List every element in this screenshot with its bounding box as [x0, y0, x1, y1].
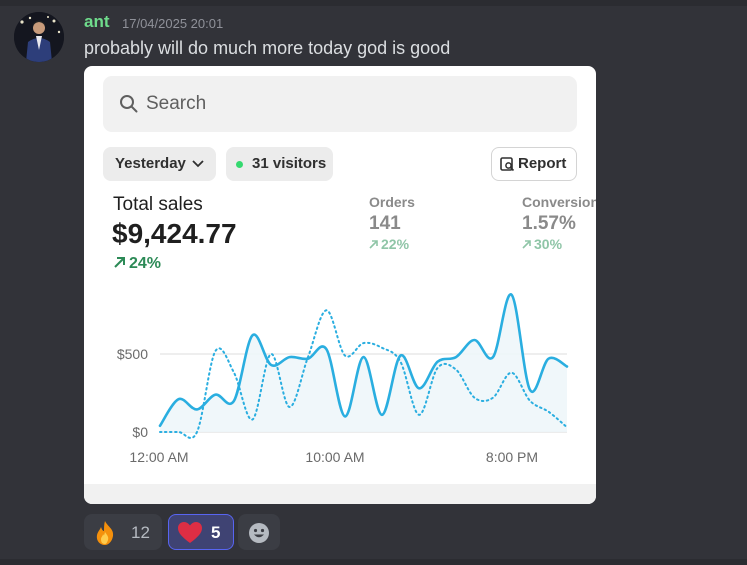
message-author[interactable]: ant: [84, 12, 110, 31]
add-reaction-button[interactable]: [238, 514, 280, 550]
report-button: Report: [491, 147, 577, 181]
series-area: [160, 294, 567, 432]
y-tick-label: $0: [132, 424, 148, 440]
total-sales-change: 24%: [113, 255, 161, 273]
smiley-icon: [249, 523, 269, 543]
visitors-badge: 31 visitors: [226, 147, 333, 181]
orders-value: 141: [369, 213, 401, 234]
red-heart-icon: [178, 522, 202, 543]
orders-change: 22%: [369, 236, 409, 252]
series-line-comparison: [159, 309, 568, 439]
image-attachment[interactable]: Search Yesterday 31 visitors Report Tota…: [84, 66, 596, 504]
series-line-current: [158, 293, 569, 428]
search-icon: [120, 95, 138, 113]
conversion-change: 30%: [522, 236, 562, 252]
arrow-up-right-icon: [522, 240, 531, 249]
live-dot: [236, 161, 243, 168]
report-icon: [500, 157, 515, 172]
conversion-change-value: 30%: [534, 236, 563, 252]
report-label: Report: [518, 155, 567, 172]
chevron-down-icon: [192, 160, 204, 168]
reaction-fire-count: 12: [131, 523, 150, 542]
total-sales-change-value: 24%: [129, 255, 162, 272]
orders-change-value: 22%: [381, 236, 410, 252]
avatar[interactable]: [14, 12, 64, 62]
reaction-heart[interactable]: 5: [168, 514, 234, 550]
y-tick-label: $500: [117, 346, 148, 362]
message-text: probably will do much more today god is …: [84, 38, 451, 58]
attachment-footer: [84, 484, 596, 504]
fire-icon: [96, 521, 114, 545]
search-placeholder: Search: [146, 93, 207, 114]
top-bar: [0, 0, 747, 6]
reaction-fire[interactable]: 12: [84, 514, 162, 550]
orders-label: Orders: [369, 194, 415, 210]
bottom-bar: [0, 559, 747, 565]
conversion-value: 1.57%: [522, 213, 576, 234]
visitors-label: 31 visitors: [252, 155, 327, 172]
message-timestamp: 17/04/2025 20:01: [122, 16, 224, 31]
total-sales-label: Total sales: [113, 194, 203, 215]
search-bar: Search: [103, 76, 577, 132]
total-sales-value: $9,424.77: [112, 218, 237, 249]
x-tick-label: 8:00 PM: [486, 449, 538, 465]
date-filter-label: Yesterday: [115, 155, 186, 172]
conversion-label: Conversion: [522, 194, 596, 210]
reaction-heart-count: 5: [211, 523, 221, 542]
arrow-up-right-icon: [114, 257, 125, 268]
sales-chart: $0 $500 12:00 AM 10:00 AM 8:00 PM: [117, 293, 569, 465]
x-tick-label: 10:00 AM: [305, 449, 364, 465]
arrow-up-right-icon: [369, 240, 378, 249]
x-tick-label: 12:00 AM: [129, 449, 188, 465]
date-filter: Yesterday: [103, 147, 216, 181]
